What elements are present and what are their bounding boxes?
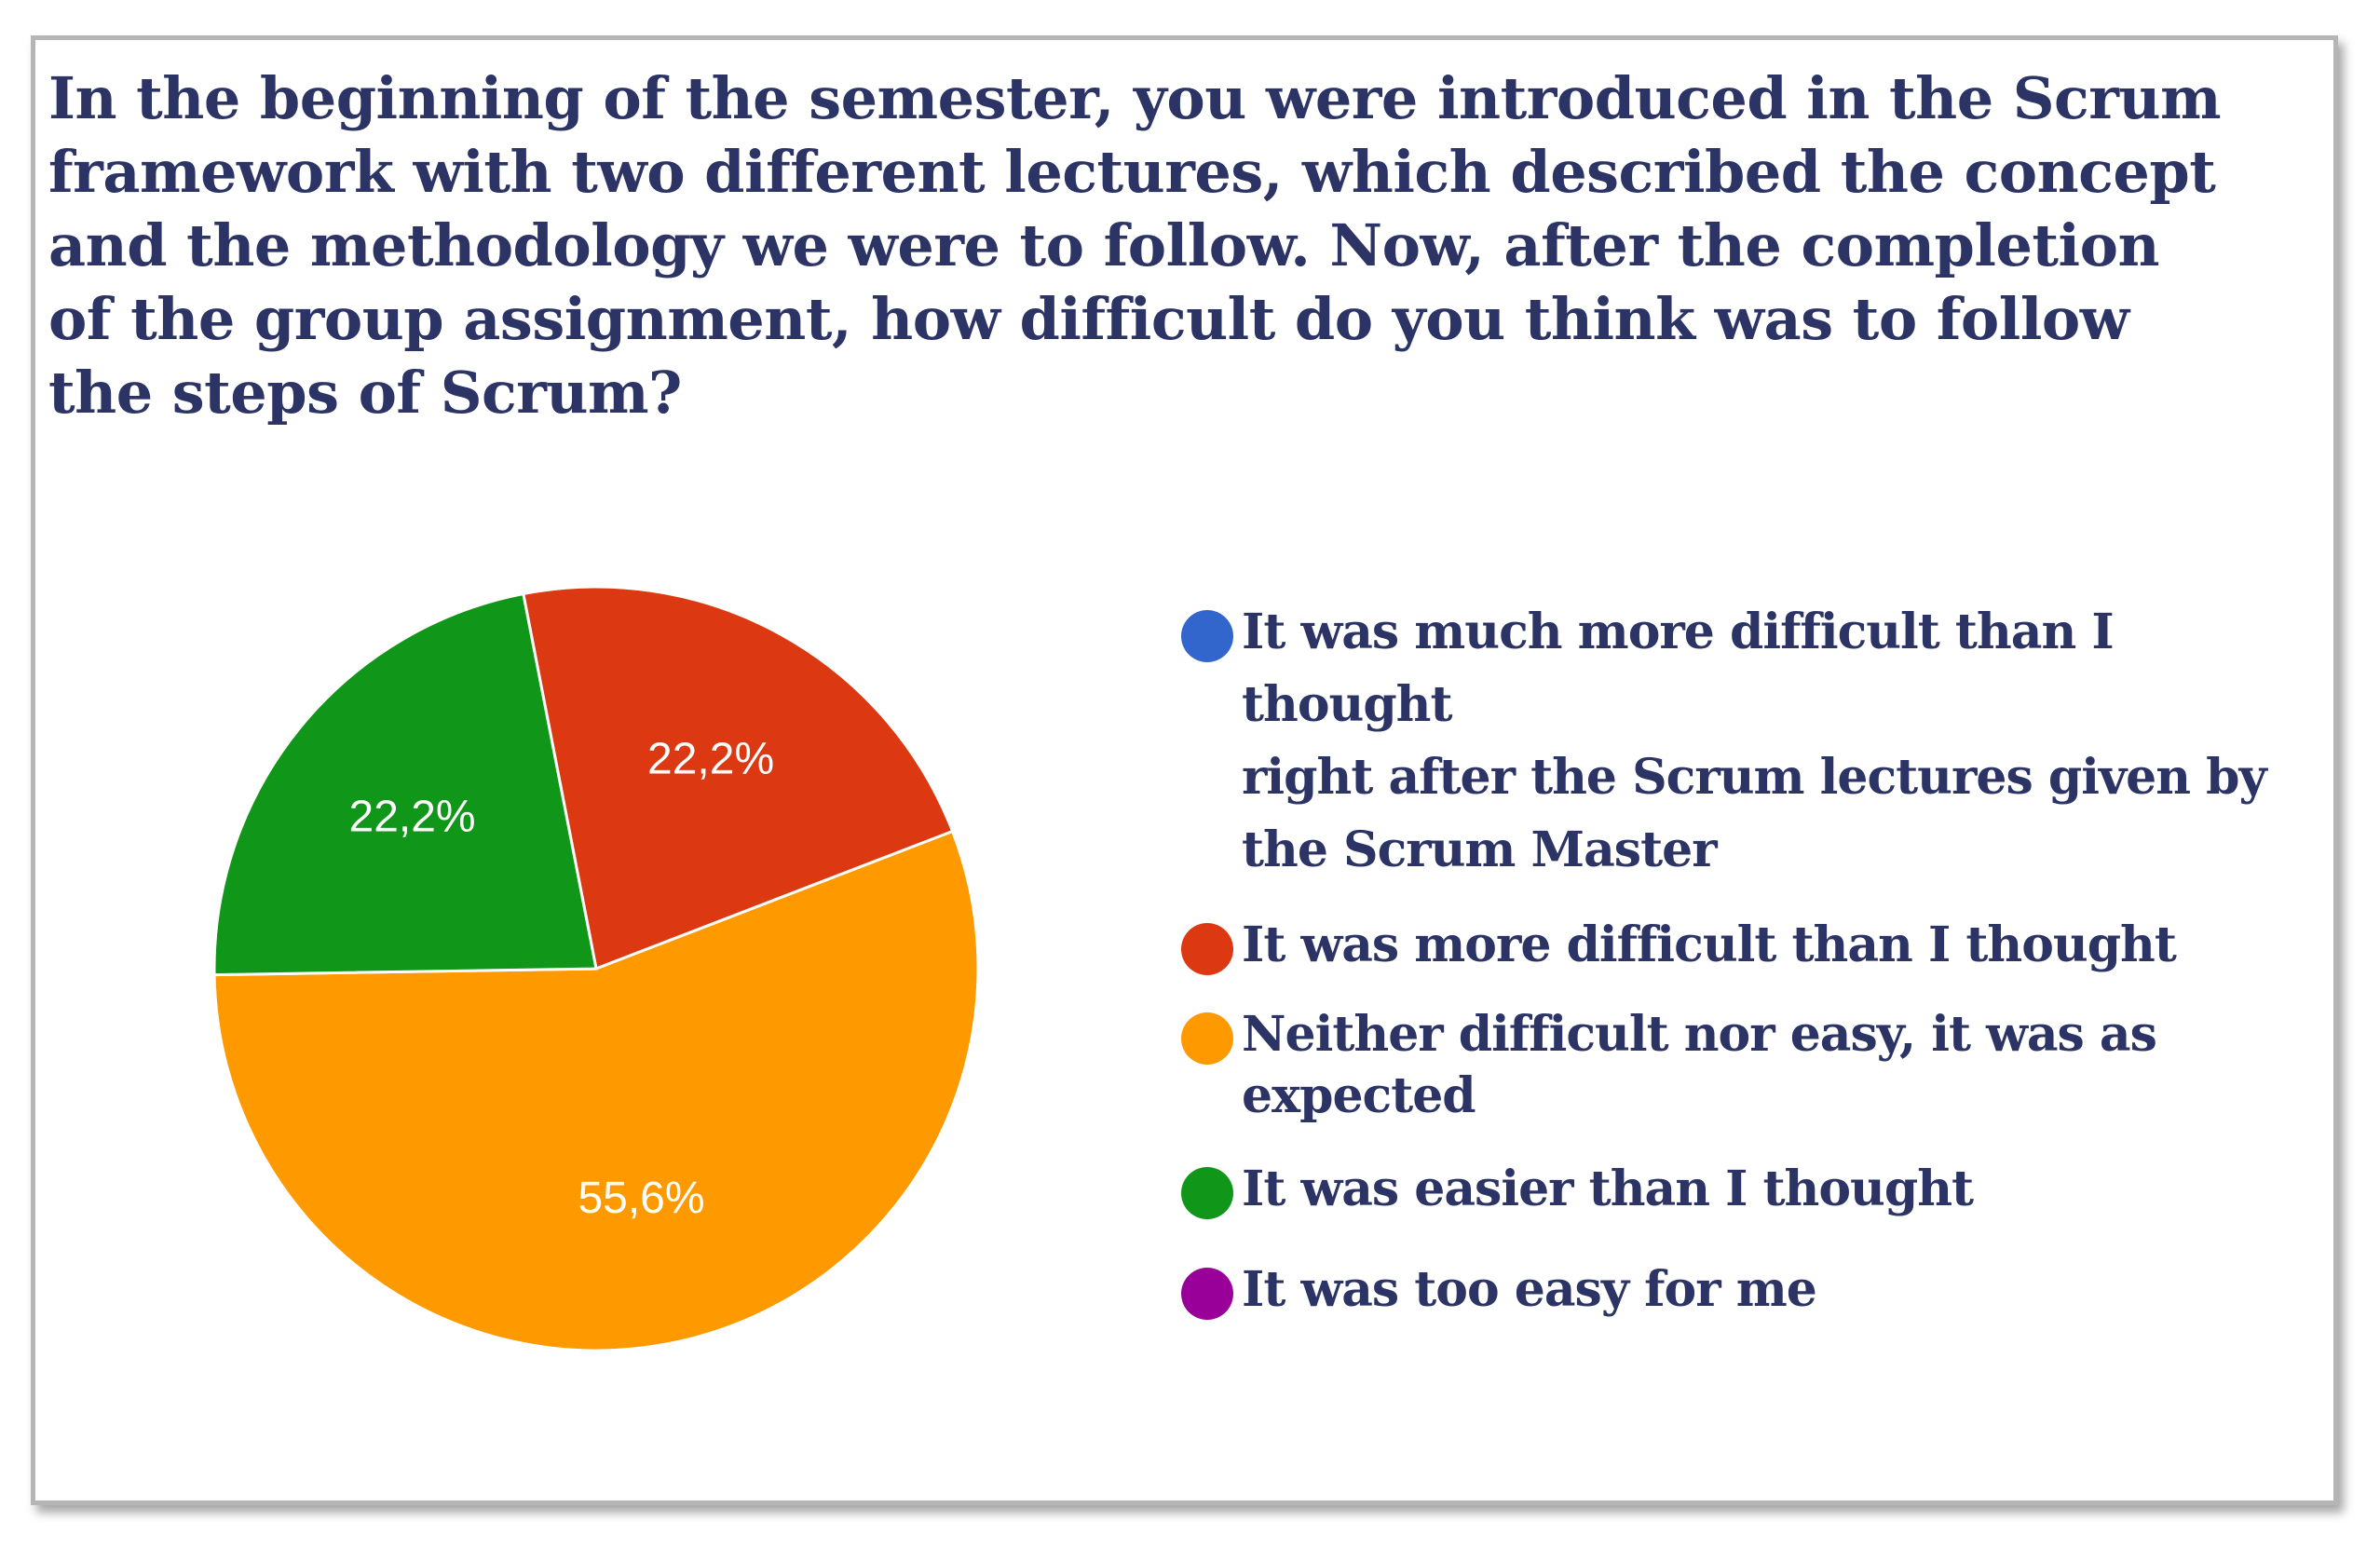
pie-chart: 22,2% 55,6% 22,2%	[212, 585, 980, 1352]
legend-dot-icon	[1181, 1167, 1233, 1219]
slice-label: 22,2%	[349, 793, 476, 842]
legend-dot-icon	[1181, 1012, 1233, 1065]
legend-dot-icon	[1181, 610, 1233, 662]
pie-slice-neither-difficult-nor-easy-it-was-as	[212, 829, 980, 1352]
legend-dot-icon	[1181, 1268, 1233, 1320]
legend-label: It was too easy for me	[1242, 1261, 1817, 1318]
slice-label: 55,6%	[578, 1174, 704, 1223]
legend-label: Neither difficult nor easy, it was as ex…	[1242, 1006, 2157, 1124]
legend-label: It was more difficult than I thought	[1242, 917, 2177, 973]
legend-label: It was easier than I thought	[1242, 1161, 1974, 1217]
pie-slice-it-was-easier-than-i-thought	[212, 591, 598, 977]
slice-label: 22,2%	[647, 734, 774, 783]
legend: It was much more difficult than I though…	[1181, 596, 2327, 1326]
legend-dot-icon	[1181, 923, 1233, 975]
pie-slice-it-was-more-difficult-than-i-thought	[522, 585, 955, 971]
question-title: In the beginning of the semester, you we…	[48, 64, 2222, 427]
legend-item: It was much more difficult than I though…	[1181, 596, 2327, 887]
legend-label: It was much more difficult than I though…	[1242, 604, 2267, 878]
legend-item: It was more difficult than I thought	[1181, 909, 2327, 982]
legend-item: It was easier than I thought	[1181, 1153, 2327, 1226]
legend-item: Neither difficult nor easy, it was as ex…	[1181, 1004, 2327, 1127]
legend-item: It was too easy for me	[1181, 1254, 2327, 1326]
